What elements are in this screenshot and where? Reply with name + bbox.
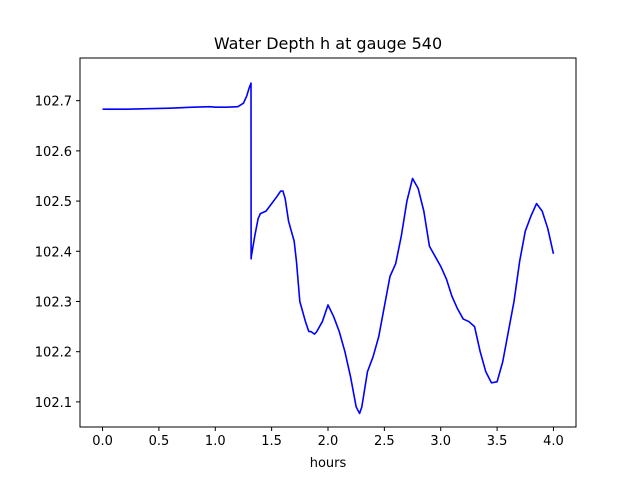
x-tick-label: 0.5	[149, 434, 170, 449]
x-tick-label: 3.5	[487, 434, 508, 449]
x-tick-label: 3.0	[430, 434, 451, 449]
y-tick-label: 102.5	[35, 195, 72, 210]
series-line-1	[102, 82, 555, 415]
x-tick-label: 2.0	[318, 434, 339, 449]
x-tick-label: 2.5	[374, 434, 395, 449]
x-tick-label: 0.0	[92, 434, 113, 449]
x-tick-label: 1.0	[205, 434, 226, 449]
y-tick-label: 102.4	[35, 245, 72, 260]
x-axis-label: hours	[310, 456, 347, 471]
y-tick-label: 102.7	[35, 95, 72, 110]
y-tick-label: 102.2	[35, 346, 72, 361]
y-tick-label: 102.6	[35, 145, 72, 160]
x-tick-label: 4.0	[543, 434, 564, 449]
x-tick-label: 1.5	[261, 434, 282, 449]
y-axis: 102.1 102.2 102.3 102.4 102.5 102.6 102.7	[35, 95, 80, 411]
y-tick-label: 102.3	[35, 295, 72, 310]
y-tick-label: 102.1	[35, 396, 72, 411]
x-axis: 0.0 0.5 1.0 1.5 2.0 2.5 3.0 3.5 4.0	[92, 427, 564, 449]
chart-title: Water Depth h at gauge 540	[214, 34, 442, 53]
